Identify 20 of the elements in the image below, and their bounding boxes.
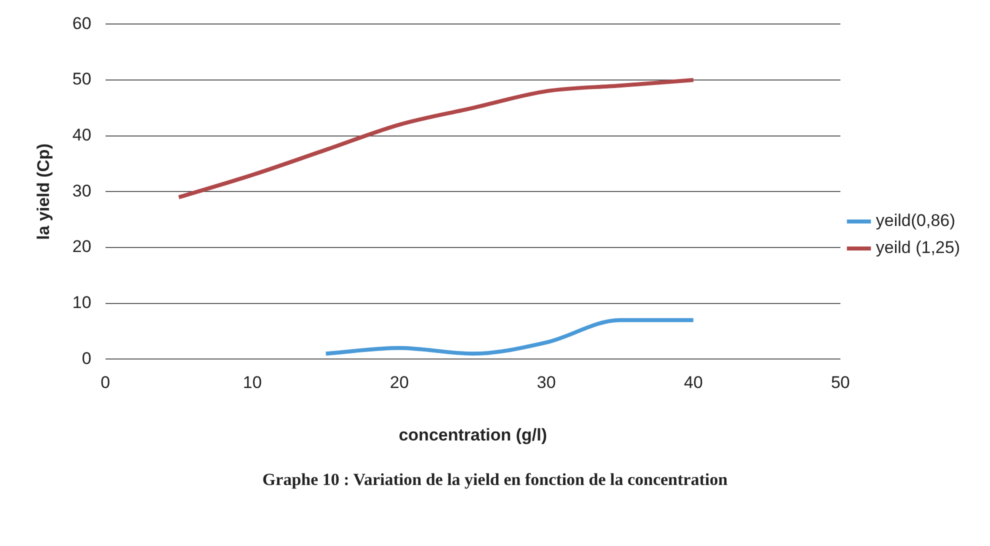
x-tick-label: 30 <box>536 373 556 392</box>
text: Graphe 10 : Variation de la yield en fonction de la concentration <box>261 470 729 490</box>
legend-label: yeild(0,86) <box>876 211 956 230</box>
y-tick-label: 0 <box>82 348 92 368</box>
x-tick-label: 20 <box>390 373 409 392</box>
line-series <box>324 318 696 356</box>
y-tick-label: 40 <box>72 126 92 145</box>
x-tick-label: 50 <box>830 373 850 392</box>
y-axis-title: la yield (Cp) <box>34 144 53 240</box>
y-tick-label: 10 <box>72 293 92 312</box>
x-axis-title: concentration (g/l) <box>398 425 547 444</box>
y-tick-label: 50 <box>72 70 92 89</box>
x-tick-label: 40 <box>684 373 703 392</box>
line-series <box>176 78 696 200</box>
x-tick-label: 10 <box>242 373 262 392</box>
legend-label: yeild (1,25) <box>876 238 960 258</box>
y-tick-label: 30 <box>72 181 92 200</box>
y-tick-label: 20 <box>72 237 92 256</box>
x-tick-label: 0 <box>100 373 110 392</box>
y-tick-label: 60 <box>72 14 92 33</box>
